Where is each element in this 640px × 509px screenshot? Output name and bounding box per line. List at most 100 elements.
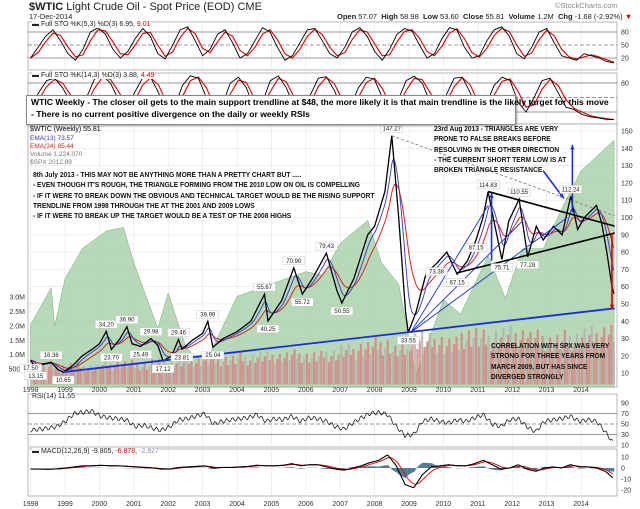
volume-bar	[549, 337, 552, 385]
price-label: 17.12	[156, 367, 172, 373]
y-tick-label: 100	[621, 215, 633, 222]
volume-bar	[246, 365, 249, 385]
open-label: Open	[337, 12, 357, 21]
y-tick-label: 50	[621, 302, 629, 309]
volume-bar	[173, 367, 176, 385]
macd-hist-bar	[489, 468, 492, 470]
volume-bar	[467, 330, 471, 385]
macd-hist-bar	[428, 463, 431, 468]
trendline-black	[456, 232, 615, 274]
volume-bar	[519, 339, 522, 385]
volume-bar	[610, 324, 613, 385]
sto-panel	[27, 21, 618, 71]
volume-bar	[509, 325, 512, 385]
y-tick-label: 50	[621, 422, 629, 429]
annotation-line: 23rd Aug 2013 - TRIANGLES ARE VERY	[434, 124, 559, 133]
macd-hist-bar	[395, 468, 398, 473]
macd-hist-bar	[491, 468, 493, 470]
price-label-box	[115, 315, 139, 324]
price-label: 23.81	[174, 355, 190, 361]
macd-hist-bar	[371, 466, 374, 468]
volume-bar	[543, 351, 547, 385]
close-value: 55.81	[485, 12, 505, 21]
macd-hist-bar	[484, 466, 486, 468]
price-label-box	[196, 310, 219, 319]
price-line	[30, 135, 615, 373]
y-tick-label: 150	[621, 129, 633, 136]
volume-bar	[104, 361, 107, 385]
volume-bar	[335, 360, 338, 385]
macd-hist-bar	[383, 465, 386, 468]
macd-hist-bar	[473, 467, 476, 468]
volume-bar	[177, 359, 181, 385]
volume-bar	[106, 367, 109, 385]
arrow-blue-head	[559, 193, 564, 199]
macd-line	[30, 454, 614, 489]
macd-hist-bar	[427, 463, 429, 468]
volume-bar	[558, 349, 561, 385]
volume-bar	[261, 361, 264, 385]
volume-bar	[571, 351, 574, 385]
y-tick-label: 90	[621, 401, 629, 408]
macd-hist-bar	[448, 467, 451, 468]
volume-bar	[109, 364, 112, 385]
x-tick-label: 2013	[539, 387, 555, 394]
volume-bar	[553, 343, 557, 385]
volume-bar	[403, 354, 407, 385]
price-label: 17.50	[23, 366, 39, 372]
volume-bar	[399, 350, 402, 385]
volume-bar	[256, 357, 259, 385]
macd-hist-bar	[447, 467, 449, 468]
macd-hist-bar	[377, 466, 379, 468]
price-label-box	[397, 336, 420, 345]
macd-hist-bar	[479, 466, 481, 468]
volume-bar	[575, 333, 579, 385]
annotation-july-2013: 8th July 2013 - THIS MAY NOT BE ANYTHING…	[33, 170, 374, 221]
volume-bar	[288, 360, 291, 385]
macd-value: MACD(12,26,9) -9.805,	[40, 448, 114, 455]
macd-hist-bar	[325, 468, 328, 469]
y-tick-label: -20	[621, 488, 631, 495]
volume-bar	[168, 364, 171, 385]
volume-bar	[207, 363, 210, 385]
volume-bar	[499, 337, 503, 385]
macd-hist-bar	[401, 468, 403, 477]
annotation-line: BROKEN TRIANGLE RESISTANCE	[434, 165, 543, 175]
commentary-line-2: - There is no current positive divergenc…	[31, 109, 310, 119]
price-label: 36.90	[119, 318, 135, 324]
annotation-line: PRONE TO FALSE BREAKS BEFORE	[434, 134, 551, 144]
y-tick-label: 80	[621, 250, 629, 257]
price-label: 23.70	[104, 355, 120, 361]
macd-hist-bar	[443, 466, 445, 468]
price-label-box	[464, 243, 488, 252]
y-tick-label: 80	[621, 30, 629, 37]
price-label-box	[170, 353, 194, 362]
trendline-black	[487, 190, 615, 227]
volume-bar	[578, 348, 581, 385]
sto-d-line	[30, 27, 615, 63]
volume-bar	[426, 341, 429, 385]
x-tick-label-bottom: 2010	[436, 501, 452, 508]
volume-bar	[241, 361, 245, 385]
y-tick-label: 20	[621, 353, 629, 360]
macd-hist-bar	[571, 467, 574, 468]
macd-hist-bar	[518, 466, 521, 468]
volume-bar	[379, 342, 382, 385]
volume-bar	[521, 330, 525, 385]
macd-hist-bar	[365, 466, 367, 468]
macd-hist-bar	[323, 468, 325, 469]
volume-bar	[512, 342, 515, 385]
volume-bar	[273, 364, 277, 385]
volume-bar	[219, 366, 222, 385]
ema34-line	[30, 183, 614, 369]
macd-hist-bar	[285, 467, 288, 468]
volume-tick-label: 2.5M	[9, 309, 25, 316]
volume-bar	[416, 348, 419, 385]
volume-bar	[354, 359, 357, 385]
price-label: 25.04	[205, 353, 221, 359]
annotation-line: MARCH 2009, BUT HAS SINCE	[491, 361, 588, 371]
volume-legend: Volume 1,224,070	[30, 151, 83, 158]
macd-hist-bar	[604, 468, 607, 470]
volume-bar	[502, 328, 505, 385]
